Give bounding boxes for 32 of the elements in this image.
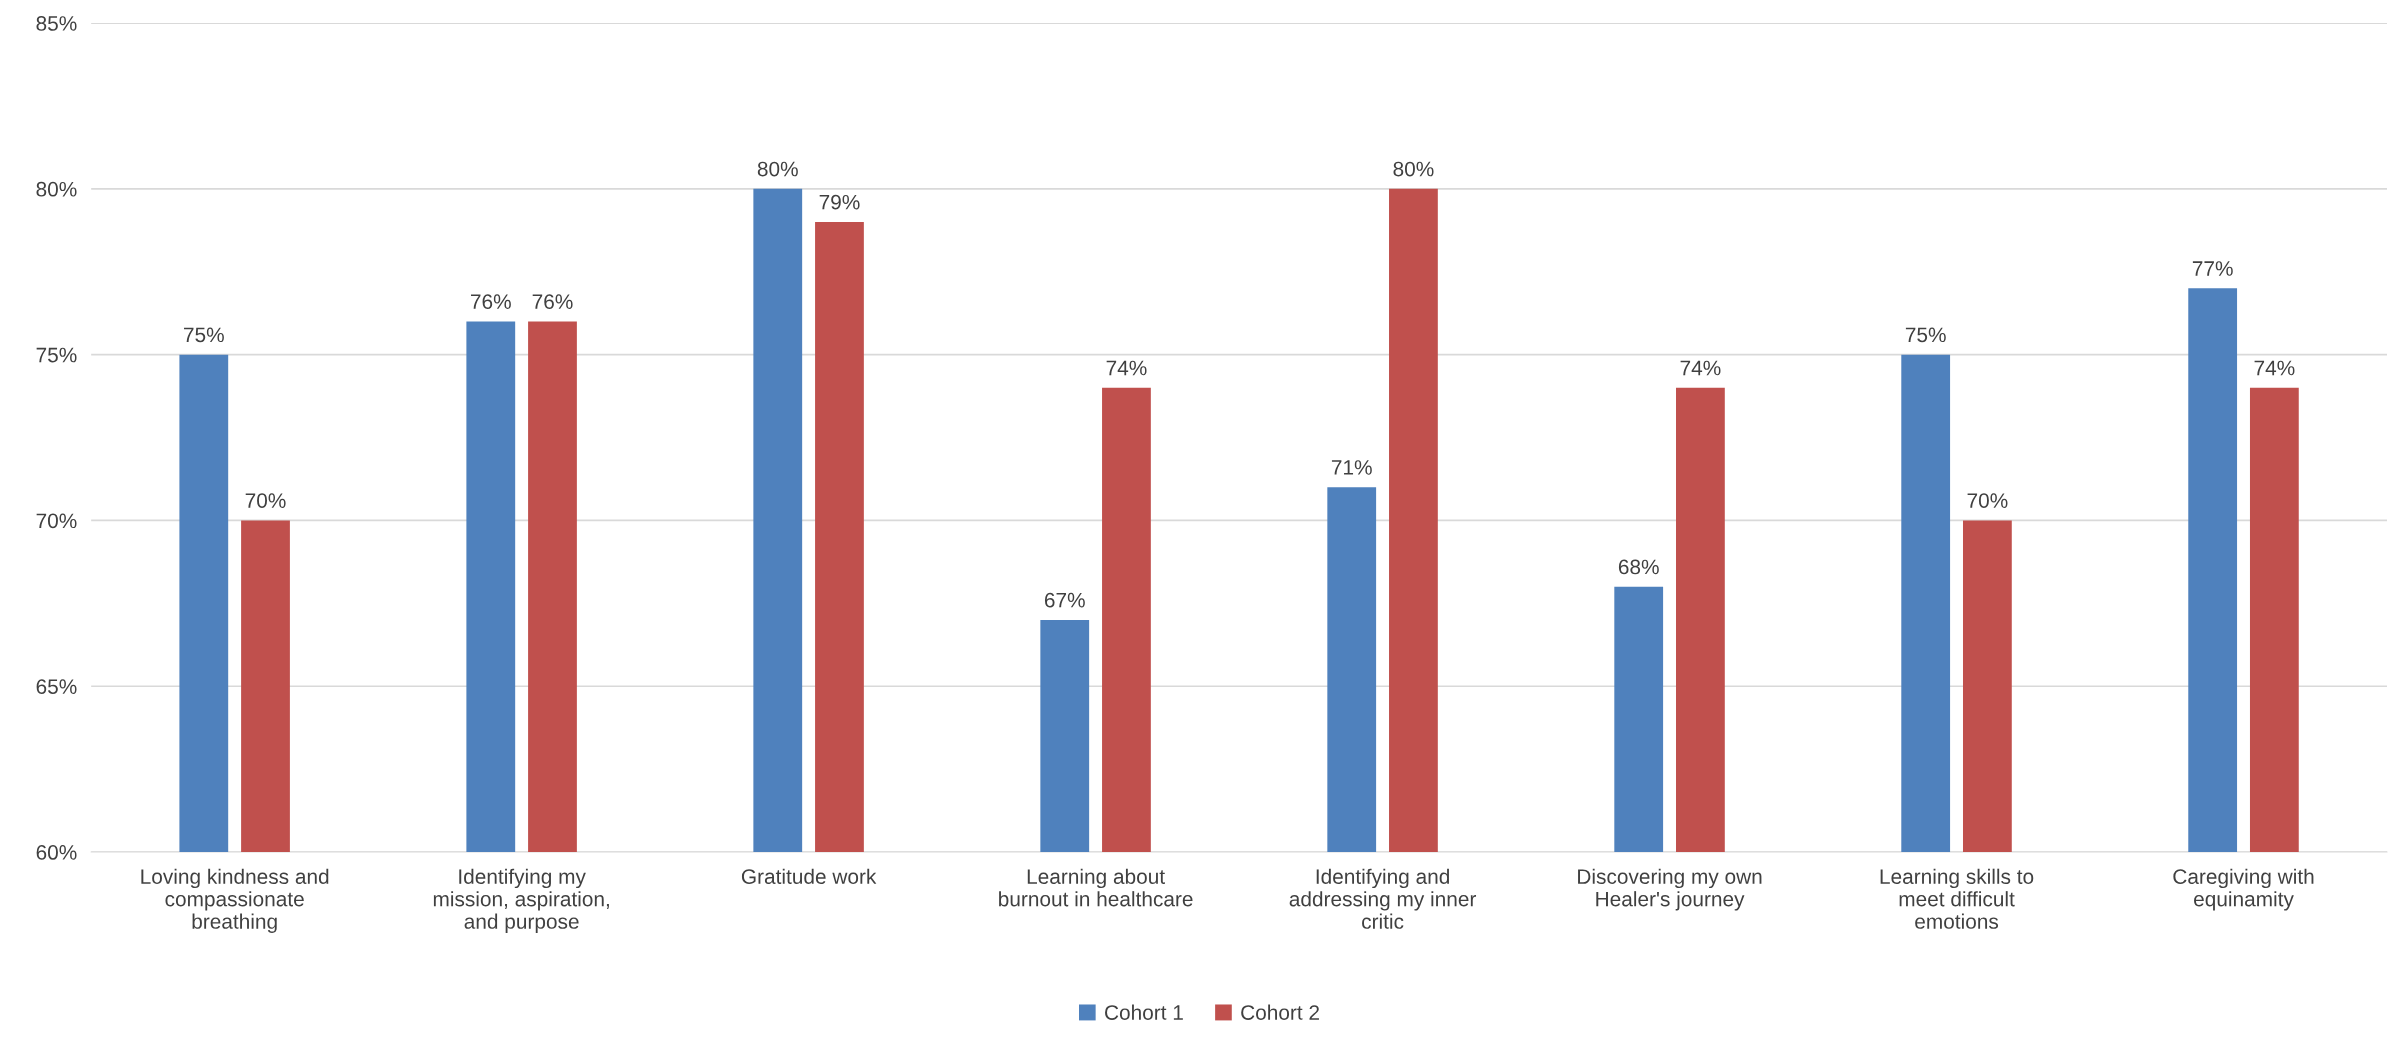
data-label: 74% [1106,360,1147,376]
data-label: 74% [2254,360,2295,376]
data-label: 80% [757,161,798,177]
x-tick-label: Caregiving with equinamity [2173,868,2314,911]
y-tick-label: 75% [36,347,77,363]
data-label: 71% [1331,460,1372,475]
data-label: 77% [2192,261,2233,276]
data-label: 68% [1618,559,1659,575]
data-label: 70% [245,493,286,508]
y-tick-label: 70% [36,513,77,529]
x-tick-label: Identifying my mission, aspiration, and purpose [433,868,609,933]
y-tick-label: 80% [36,181,77,197]
x-tick-label: Gratitude work [741,868,877,884]
x-tick-label: Learning about burnout in healthcare [999,868,1193,907]
x-tick-label: Discovering my own Healer's journey [1578,868,1762,911]
data-label: 76% [532,294,573,310]
legend-label: Cohort 1 [1105,1004,1183,1020]
y-tick-label: 65% [36,679,77,694]
data-label: 74% [1680,360,1721,376]
y-tick-label: 85% [36,16,77,31]
data-label: 79% [819,194,860,210]
data-label: 76% [471,294,511,310]
data-label: 75% [1905,327,1946,343]
x-tick-label: Learning skills to meet difficult emotions [1880,868,2034,929]
data-label: 70% [1967,493,2008,508]
y-tick-label: 60% [36,845,77,860]
legend-label: Cohort 2 [1241,1004,1319,1020]
data-label: 75% [184,327,224,343]
data-label: 80% [1393,161,1434,177]
x-tick-label: Loving kindness and compassionate breathing [141,868,329,933]
data-label: 67% [1044,592,1085,608]
x-tick-label: Identifying and addressing my inner critic [1289,868,1477,929]
